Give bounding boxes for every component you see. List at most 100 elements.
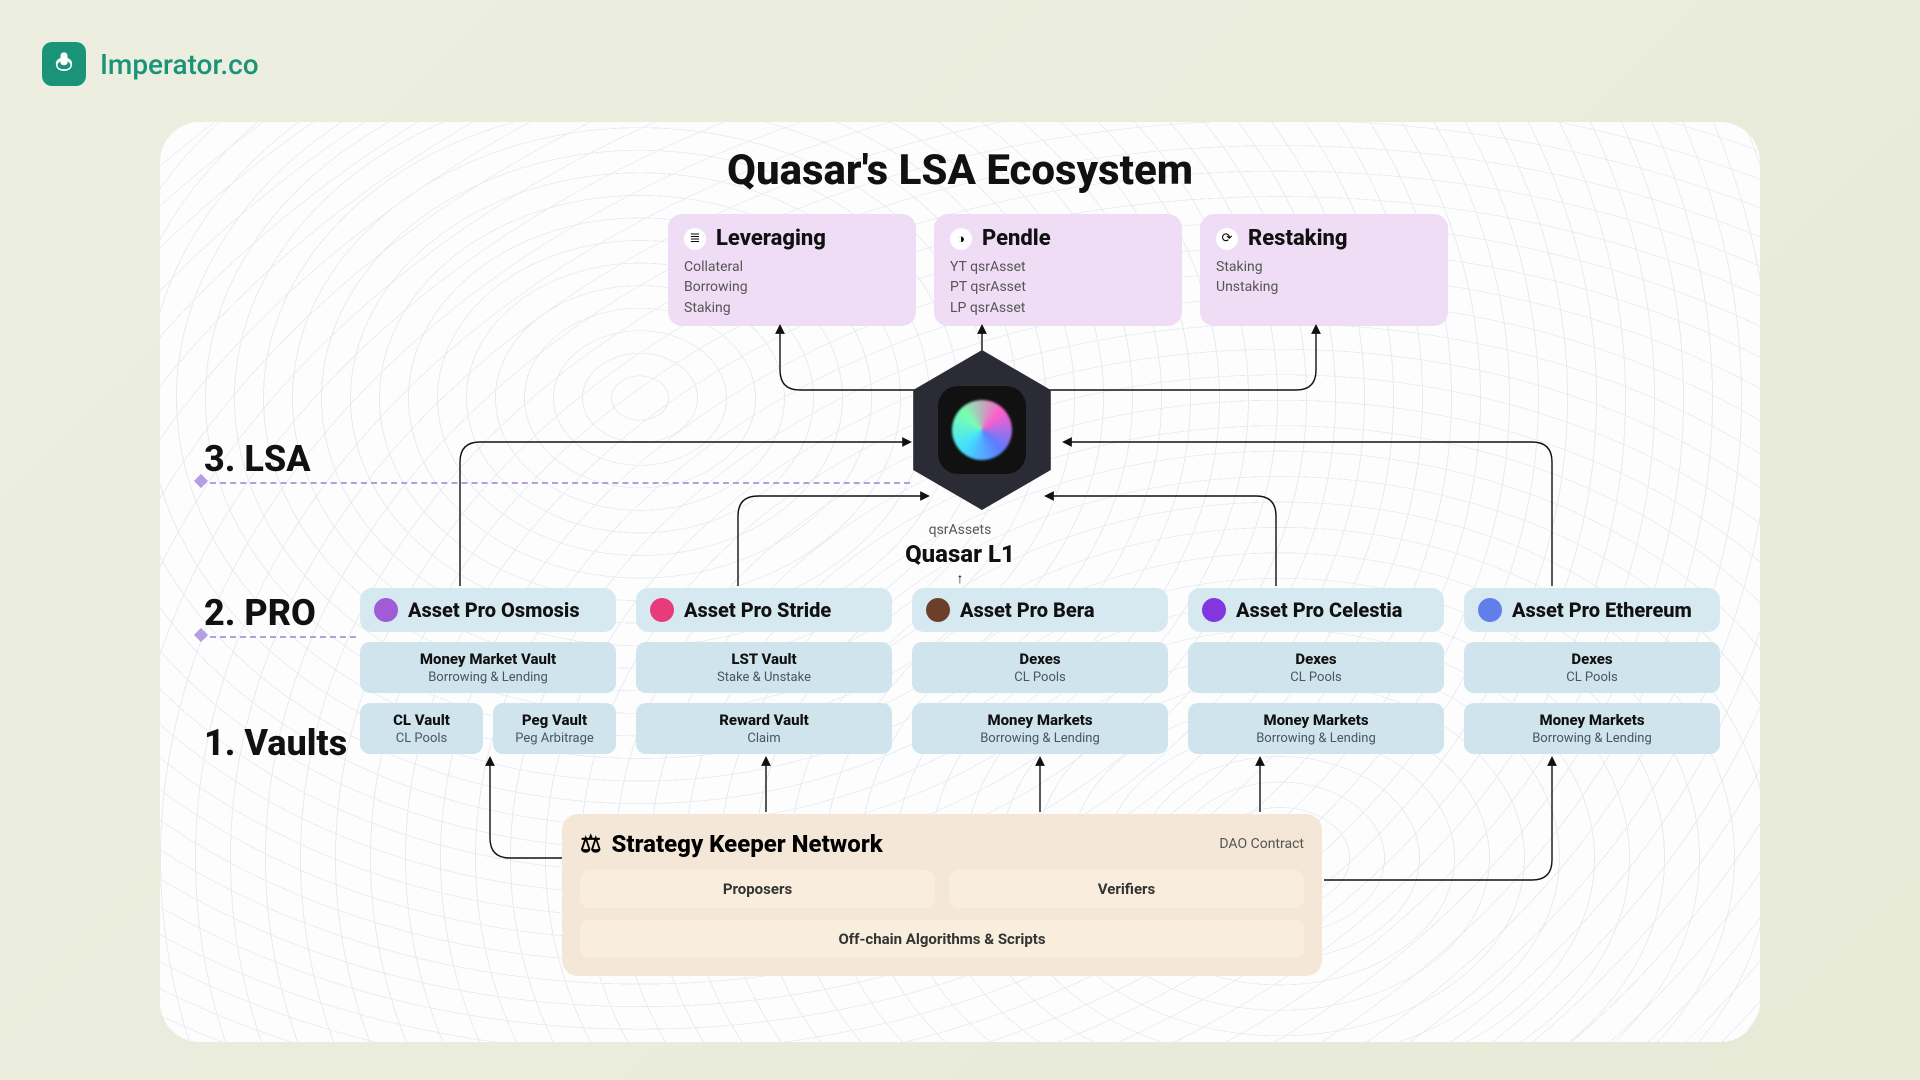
vault-title: Money Market Vault [366, 650, 610, 668]
vault-sub: Stake & Unstake [642, 670, 886, 685]
pro-col-stride: Asset Pro Stride LST Vault Stake & Unsta… [636, 588, 892, 754]
topbox-title: Pendle [982, 226, 1051, 251]
topbox-title: Leveraging [716, 226, 826, 251]
vault-title: Money Markets [1194, 711, 1438, 729]
keeper-proposers: Proposers [580, 870, 935, 908]
vault-sub: CL Pools [1194, 670, 1438, 685]
vault-row: Dexes CL Pools [1464, 642, 1720, 693]
vault-row: Dexes CL Pools [912, 642, 1168, 693]
pro-col-bera: Asset Pro Bera Dexes CL Pools Money Mark… [912, 588, 1168, 754]
topbox-line: LP qsrAsset [950, 298, 1166, 318]
vault-sub: Peg Arbitrage [499, 731, 610, 746]
vault-sub: Borrowing & Lending [918, 731, 1162, 746]
section-label-lsa: 3. LSA [204, 438, 311, 480]
topbox-line: Unstaking [1216, 277, 1432, 297]
pro-col-celestia: Asset Pro Celestia Dexes CL Pools Money … [1188, 588, 1444, 754]
pro-head: Asset Pro Celestia [1188, 588, 1444, 632]
vault-row: Money Markets Borrowing & Lending [912, 703, 1168, 754]
topbox-leveraging: ≣ Leveraging CollateralBorrowingStaking [668, 214, 916, 326]
pro-head: Asset Pro Osmosis [360, 588, 616, 632]
pro-title: Asset Pro Ethereum [1512, 598, 1692, 622]
pro-head: Asset Pro Ethereum [1464, 588, 1720, 632]
vault-sub: CL Pools [366, 731, 477, 746]
vault-row: Reward Vault Claim [636, 703, 892, 754]
vault-row: Dexes CL Pools [1188, 642, 1444, 693]
vault-sub: Borrowing & Lending [1470, 731, 1714, 746]
section-label-vaults: 1. Vaults [204, 722, 347, 764]
stack-icon: ≣ [684, 228, 706, 250]
topbox-line: YT qsrAsset [950, 257, 1166, 277]
vault-card: Peg Vault Peg Arbitrage [493, 703, 616, 754]
vault-title: Dexes [918, 650, 1162, 668]
quasar-hub [902, 350, 1062, 510]
vault-title: CL Vault [366, 711, 477, 729]
section-label-pro: 2. PRO [204, 592, 316, 634]
vault-title: Dexes [1470, 650, 1714, 668]
vault-row: CL Vault CL Pools Peg Vault Peg Arbitrag… [360, 703, 616, 754]
vault-sub: CL Pools [1470, 670, 1714, 685]
topbox-pendle: ◑ Pendle YT qsrAssetPT qsrAssetLP qsrAss… [934, 214, 1182, 326]
vault-card: Dexes CL Pools [1188, 642, 1444, 693]
vault-title: Money Markets [1470, 711, 1714, 729]
vault-row: Money Markets Borrowing & Lending [1188, 703, 1444, 754]
hub-title: Quasar L1 [160, 540, 1760, 568]
vault-row: Money Markets Borrowing & Lending [1464, 703, 1720, 754]
brand-logo: Imperator.co [42, 42, 259, 86]
diagram-title: Quasar's LSA Ecosystem [160, 146, 1760, 195]
hub-subtitle: qsrAssets [160, 522, 1760, 538]
vault-card: Money Markets Borrowing & Lending [1464, 703, 1720, 754]
vault-sub: Borrowing & Lending [1194, 731, 1438, 746]
vault-title: LST Vault [642, 650, 886, 668]
vault-card: LST Vault Stake & Unstake [636, 642, 892, 693]
topbox-line: PT qsrAsset [950, 277, 1166, 297]
keeper-right: DAO Contract [1219, 836, 1304, 852]
vault-sub: Borrowing & Lending [366, 670, 610, 685]
vault-row: Money Market Vault Borrowing & Lending [360, 642, 616, 693]
vault-sub: CL Pools [918, 670, 1162, 685]
chain-icon-bera [926, 598, 950, 622]
pro-title: Asset Pro Osmosis [408, 598, 580, 622]
vault-card: Money Market Vault Borrowing & Lending [360, 642, 616, 693]
keeper-verifiers: Verifiers [949, 870, 1304, 908]
pro-title: Asset Pro Bera [960, 598, 1095, 622]
vault-card: Money Markets Borrowing & Lending [1188, 703, 1444, 754]
topbox-line: Borrowing [684, 277, 900, 297]
pro-title: Asset Pro Stride [684, 598, 831, 622]
pendle-icon: ◑ [950, 228, 972, 250]
vault-title: Dexes [1194, 650, 1438, 668]
dash-pro [200, 636, 356, 638]
vault-title: Money Markets [918, 711, 1162, 729]
chain-icon-stride [650, 598, 674, 622]
pro-head: Asset Pro Stride [636, 588, 892, 632]
hub-hex [902, 350, 1062, 510]
diagram-card: Quasar's LSA Ecosystem ≣ Leveraging Coll… [160, 122, 1760, 1042]
brand-name: Imperator.co [100, 48, 259, 81]
topbox-line: Staking [1216, 257, 1432, 277]
keeper-box: ⚖ Strategy Keeper Network DAO Contract P… [562, 814, 1322, 976]
vault-title: Peg Vault [499, 711, 610, 729]
topbox-title: Restaking [1248, 226, 1348, 251]
hub-label: qsrAssets Quasar L1 ↑ [160, 522, 1760, 587]
vault-title: Reward Vault [642, 711, 886, 729]
quasar-logo-icon [952, 400, 1012, 460]
refresh-icon: ⟳ [1216, 228, 1238, 250]
pro-title: Asset Pro Celestia [1236, 598, 1402, 622]
vault-card: Dexes CL Pools [912, 642, 1168, 693]
pro-col-ethereum: Asset Pro Ethereum Dexes CL Pools Money … [1464, 588, 1720, 754]
scales-icon: ⚖ [580, 830, 602, 858]
pro-row: Asset Pro Osmosis Money Market Vault Bor… [360, 588, 1720, 754]
brand-logo-icon [42, 42, 86, 86]
keeper-title: Strategy Keeper Network [612, 830, 883, 858]
topbox-line: Collateral [684, 257, 900, 277]
vault-card: Reward Vault Claim [636, 703, 892, 754]
hub-up-arrow: ↑ [160, 570, 1760, 587]
chain-icon-celestia [1202, 598, 1226, 622]
pro-head: Asset Pro Bera [912, 588, 1168, 632]
topbox-line: Staking [684, 298, 900, 318]
vault-card: Money Markets Borrowing & Lending [912, 703, 1168, 754]
pro-col-osmosis: Asset Pro Osmosis Money Market Vault Bor… [360, 588, 616, 754]
vault-card: Dexes CL Pools [1464, 642, 1720, 693]
chain-icon-osmosis [374, 598, 398, 622]
dash-lsa [200, 482, 910, 484]
vault-card: CL Vault CL Pools [360, 703, 483, 754]
